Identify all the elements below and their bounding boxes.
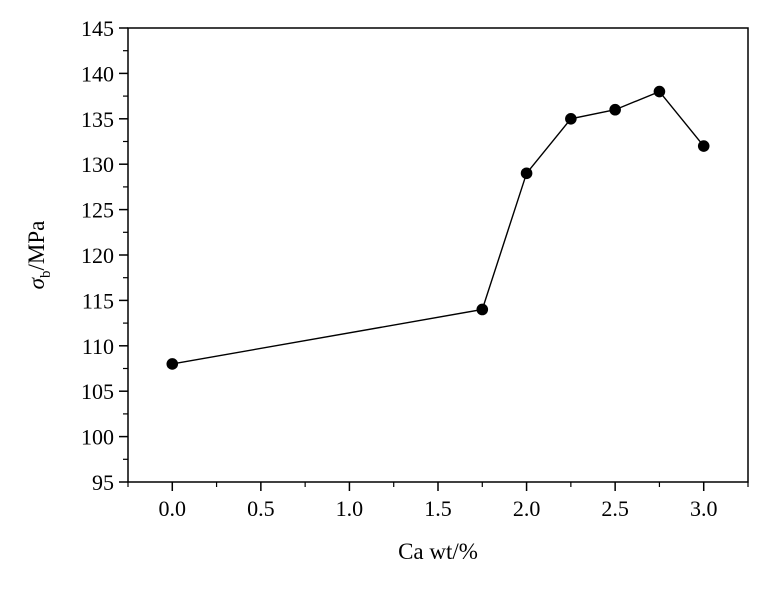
- x-axis-tick-labels: 0.0 0.5 1.0 1.5 2.0 2.5 3.0: [159, 496, 718, 521]
- data-point: [476, 303, 489, 316]
- data-point: [166, 358, 179, 370]
- x-tick-label: 3.0: [690, 496, 718, 521]
- series-points: [166, 85, 710, 370]
- x-tick-label: 1.0: [336, 496, 364, 521]
- series-line: [172, 90, 705, 365]
- data-point: [653, 85, 666, 98]
- data-point: [697, 140, 710, 152]
- y-tick-label: 100: [81, 425, 114, 450]
- x-axis-title: Ca wt/%: [398, 539, 478, 564]
- series-lines: [172, 90, 705, 365]
- y-tick-label: 145: [81, 16, 114, 41]
- y-axis-ticks: [119, 27, 128, 483]
- y-tick-label: 105: [81, 379, 114, 404]
- y-axis-title: σb/MPa: [24, 221, 54, 290]
- y-axis-title-unit: /MPa: [24, 221, 49, 271]
- x-tick-label: 0.5: [247, 496, 275, 521]
- y-tick-label: 115: [82, 288, 114, 313]
- x-tick-label: 1.5: [424, 496, 452, 521]
- data-point: [565, 113, 577, 125]
- data-point: [520, 167, 533, 180]
- x-tick-label: 2.5: [601, 496, 629, 521]
- x-tick-label: 2.0: [513, 496, 541, 521]
- y-tick-label: 110: [82, 334, 114, 359]
- y-tick-label: 135: [81, 107, 114, 132]
- y-axis-title-symbol: σ: [24, 276, 49, 289]
- y-tick-label: 95: [92, 470, 114, 495]
- plot-frame: [127, 27, 749, 483]
- x-axis-ticks: [127, 482, 749, 491]
- x-tick-label: 0.0: [159, 496, 187, 521]
- y-axis-title-subscript: b: [38, 271, 54, 279]
- y-tick-label: 140: [81, 61, 114, 86]
- data-point: [609, 103, 621, 116]
- y-tick-label: 120: [81, 243, 114, 268]
- y-axis-tick-labels: 95 100 105 110 115 120 125 130 135 140 145: [81, 16, 114, 495]
- y-tick-label: 130: [81, 152, 114, 177]
- y-tick-label: 125: [81, 198, 114, 223]
